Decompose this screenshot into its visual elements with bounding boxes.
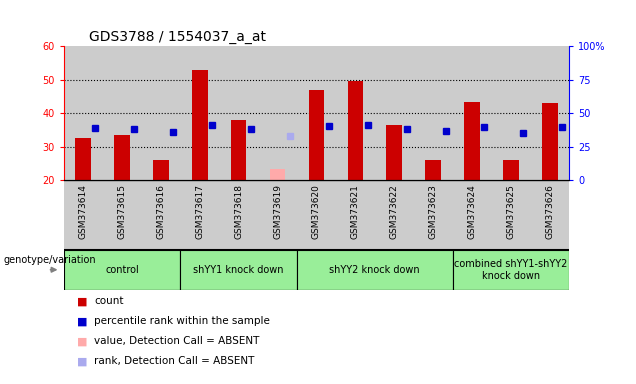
- Bar: [530, 46, 569, 180]
- Bar: [425, 161, 441, 180]
- Bar: [219, 180, 258, 250]
- Text: GSM373620: GSM373620: [312, 184, 321, 239]
- Bar: [492, 180, 530, 250]
- Bar: [102, 46, 141, 180]
- Text: ■: ■: [78, 296, 88, 306]
- Text: genotype/variation: genotype/variation: [3, 255, 96, 265]
- Text: GSM373616: GSM373616: [156, 184, 165, 239]
- Bar: [336, 180, 375, 250]
- Bar: [387, 125, 402, 180]
- Text: GSM373622: GSM373622: [390, 184, 399, 239]
- Bar: [270, 169, 286, 180]
- Text: shYY2 knock down: shYY2 knock down: [329, 265, 420, 275]
- Bar: [453, 250, 569, 290]
- Bar: [464, 101, 480, 180]
- Bar: [542, 103, 558, 180]
- Bar: [114, 135, 130, 180]
- Bar: [180, 250, 297, 290]
- Bar: [258, 180, 297, 250]
- Bar: [180, 46, 219, 180]
- Text: control: control: [105, 265, 139, 275]
- Bar: [375, 46, 413, 180]
- Bar: [180, 180, 219, 250]
- Text: GSM373626: GSM373626: [545, 184, 554, 239]
- Text: GSM373614: GSM373614: [79, 184, 88, 239]
- Bar: [413, 180, 453, 250]
- Bar: [231, 120, 246, 180]
- Text: GSM373624: GSM373624: [467, 184, 476, 239]
- Text: ■: ■: [78, 336, 88, 346]
- Text: GSM373619: GSM373619: [273, 184, 282, 239]
- Bar: [192, 70, 207, 180]
- Text: GSM373625: GSM373625: [506, 184, 515, 239]
- Text: ■: ■: [78, 316, 88, 326]
- Text: shYY1 knock down: shYY1 knock down: [193, 265, 284, 275]
- Bar: [297, 180, 336, 250]
- Text: GSM373615: GSM373615: [118, 184, 127, 239]
- Bar: [153, 161, 169, 180]
- Bar: [258, 46, 297, 180]
- Bar: [308, 90, 324, 180]
- Bar: [453, 180, 492, 250]
- Text: ■: ■: [78, 356, 88, 366]
- Text: GSM373617: GSM373617: [195, 184, 204, 239]
- Bar: [492, 46, 530, 180]
- Bar: [64, 180, 102, 250]
- Text: GSM373618: GSM373618: [234, 184, 243, 239]
- Bar: [530, 180, 569, 250]
- Bar: [297, 46, 336, 180]
- Bar: [413, 46, 453, 180]
- Bar: [375, 180, 413, 250]
- Bar: [297, 250, 453, 290]
- Bar: [64, 250, 180, 290]
- Bar: [347, 81, 363, 180]
- Bar: [141, 180, 180, 250]
- Bar: [141, 46, 180, 180]
- Text: combined shYY1-shYY2
knock down: combined shYY1-shYY2 knock down: [454, 259, 567, 281]
- Bar: [75, 139, 91, 180]
- Text: GSM373623: GSM373623: [429, 184, 438, 239]
- Bar: [64, 46, 102, 180]
- Bar: [336, 46, 375, 180]
- Text: GDS3788 / 1554037_a_at: GDS3788 / 1554037_a_at: [89, 30, 266, 44]
- Bar: [219, 46, 258, 180]
- Bar: [453, 46, 492, 180]
- Bar: [503, 161, 519, 180]
- Text: rank, Detection Call = ABSENT: rank, Detection Call = ABSENT: [94, 356, 254, 366]
- Text: count: count: [94, 296, 123, 306]
- Text: value, Detection Call = ABSENT: value, Detection Call = ABSENT: [94, 336, 259, 346]
- Text: percentile rank within the sample: percentile rank within the sample: [94, 316, 270, 326]
- Bar: [102, 180, 141, 250]
- Text: GSM373621: GSM373621: [351, 184, 360, 239]
